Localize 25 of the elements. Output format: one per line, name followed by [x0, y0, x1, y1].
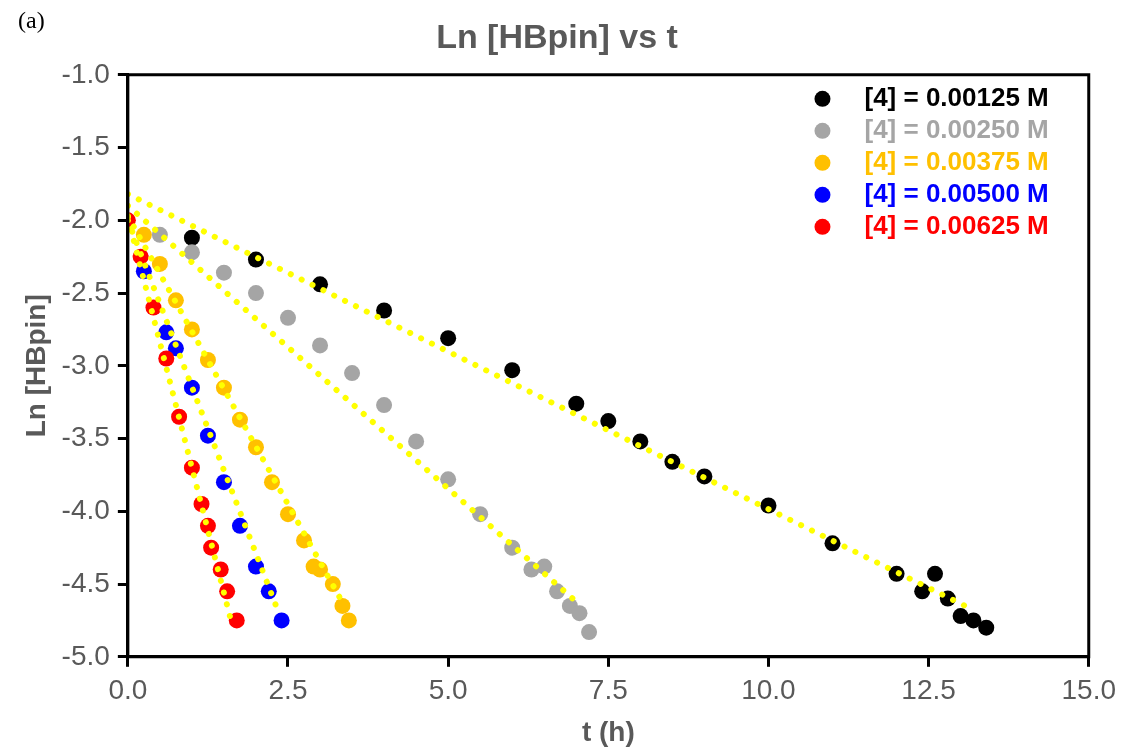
text: (a)	[18, 7, 45, 34]
y-tick-label: -3.5	[61, 421, 110, 453]
legend-label: [4] = 0.00500 M	[864, 177, 1049, 208]
x-tick-label: 0.0	[108, 674, 148, 706]
y-tick-label: -4.5	[61, 566, 110, 598]
legend-label: [4] = 0.00625 M	[864, 209, 1049, 240]
y-tick-label: -2.5	[61, 275, 110, 307]
x-tick-label: 2.5	[268, 674, 308, 706]
x-tick-label: 10.0	[741, 674, 796, 706]
y-tick-label: -1.5	[61, 130, 110, 162]
chart-title: Ln [HBpin] vs t	[436, 16, 678, 55]
y-tick-label: -3.0	[61, 348, 110, 380]
x-axis-title: t (h)	[581, 715, 635, 747]
y-tick-label: -4.0	[61, 494, 110, 526]
y-tick-label: -5.0	[61, 639, 110, 671]
y-axis-title: Ln [HBpin]	[19, 294, 51, 438]
legend-label: [4] = 0.00125 M	[864, 81, 1049, 112]
legend-label: [4] = 0.00250 M	[864, 113, 1049, 144]
x-tick-label: 5.0	[428, 674, 468, 706]
x-tick-label: 15.0	[1061, 674, 1116, 706]
x-tick-label: 7.5	[588, 674, 628, 706]
y-tick-label: -1.0	[61, 57, 110, 89]
x-tick-label: 12.5	[901, 674, 956, 706]
y-tick-label: -2.0	[61, 203, 110, 235]
legend-label: [4] = 0.00375 M	[864, 145, 1049, 176]
